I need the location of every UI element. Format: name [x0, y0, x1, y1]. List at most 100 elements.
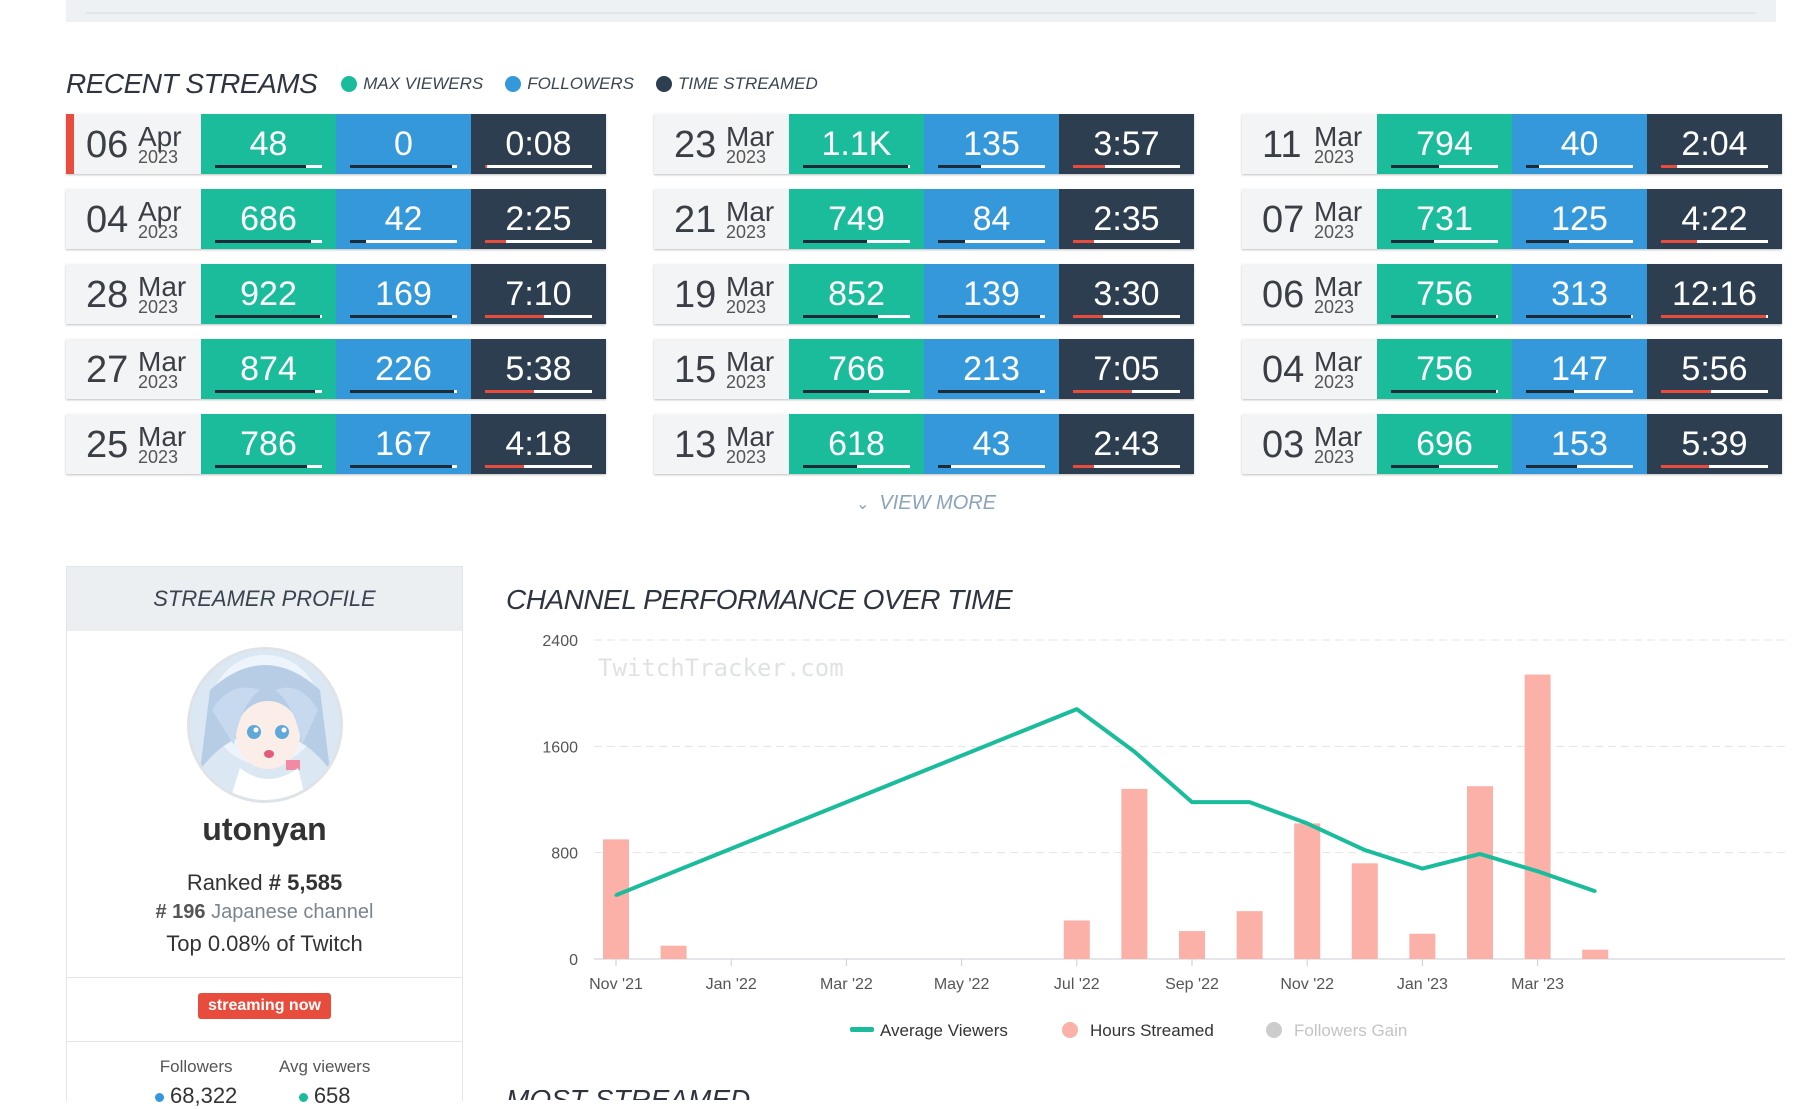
- max-viewers-bar: [215, 315, 322, 318]
- max-viewers-bar-fill: [215, 390, 315, 393]
- max-viewers-bar-fill: [1391, 465, 1440, 468]
- stream-date: 06 Mar 2023: [1242, 264, 1377, 324]
- chevron-down-icon: ⌄: [856, 495, 870, 513]
- time-streamed-value: 5:56: [1681, 350, 1748, 388]
- stream-card[interactable]: 04 Apr 2023 686 42 2:25: [66, 189, 606, 249]
- followers-bar-fill: [938, 390, 1040, 393]
- max-viewers-bar: [803, 165, 910, 168]
- followers-bar: [350, 465, 457, 468]
- time-streamed-value: 2:04: [1681, 125, 1748, 163]
- time-streamed-dot-icon: [655, 76, 672, 92]
- time-streamed-cell: 0:08: [471, 114, 606, 174]
- max-viewers-bar: [1391, 465, 1498, 468]
- max-viewers-value: 874: [240, 350, 297, 388]
- followers-cell: 226: [336, 339, 471, 399]
- hours-streamed-bar: [1467, 786, 1493, 959]
- time-streamed-bar-fill: [1073, 165, 1106, 168]
- followers-bar: [350, 165, 457, 168]
- max-viewers-bar: [215, 390, 322, 393]
- time-streamed-bar-fill: [1073, 240, 1095, 243]
- avatar[interactable]: [187, 647, 343, 803]
- time-streamed-bar-fill: [1661, 315, 1766, 318]
- followers-value: 167: [375, 425, 432, 463]
- max-viewers-cell: 766: [789, 339, 924, 399]
- stream-card[interactable]: 21 Mar 2023 749 84 2:35: [654, 189, 1194, 249]
- max-viewers-bar-fill: [215, 240, 312, 243]
- stream-date: 06 Apr 2023: [66, 114, 201, 174]
- stream-card[interactable]: 15 Mar 2023 766 213 7:05: [654, 339, 1194, 399]
- country-rank[interactable]: # 196 Japanese channel: [67, 901, 462, 924]
- average-viewers-point: [1248, 800, 1252, 804]
- chart-legend[interactable]: Average Viewers Hours Streamed Followers G…: [850, 1021, 1407, 1040]
- stream-card[interactable]: 27 Mar 2023 874 226 5:38: [66, 339, 606, 399]
- stream-month: Mar: [1314, 121, 1363, 152]
- stream-month: Mar: [726, 421, 775, 452]
- streamer-name[interactable]: utonyan: [202, 811, 327, 847]
- max-viewers-bar: [215, 165, 322, 168]
- recent-streams-title: RECENT STREAMS: [66, 68, 318, 99]
- stream-card[interactable]: 04 Mar 2023 756 147 5:56: [1242, 339, 1782, 399]
- time-streamed-bar: [485, 240, 592, 243]
- y-tick-label: 0: [569, 952, 578, 969]
- max-viewers-value: 786: [240, 425, 297, 463]
- followers-bar-fill: [1526, 465, 1578, 468]
- recent-streams-header: RECENT STREAMS MAX VIEWERS FOLLOWERS TIM…: [66, 66, 840, 102]
- time-streamed-bar-fill: [1661, 165, 1678, 168]
- max-viewers-bar-fill: [1391, 240, 1434, 243]
- stream-card[interactable]: 13 Mar 2023 618 43 2:43: [654, 414, 1194, 474]
- followers-bar-fill: [350, 240, 367, 243]
- time-streamed-bar-fill: [1073, 465, 1095, 468]
- stream-card[interactable]: 23 Mar 2023 1.1K 135 3:57: [654, 114, 1194, 174]
- followers-bar-fill: [350, 165, 452, 168]
- time-streamed-bar-fill: [485, 240, 507, 243]
- view-more-link[interactable]: ⌄ VIEW MORE: [856, 492, 996, 515]
- max-viewers-bar: [215, 465, 322, 468]
- followers-value: 226: [375, 350, 432, 388]
- time-streamed-cell: 2:25: [471, 189, 606, 249]
- time-streamed-bar-fill: [485, 165, 488, 168]
- stream-date: 11 Mar 2023: [1242, 114, 1377, 174]
- divider: [67, 977, 462, 978]
- stream-card[interactable]: 19 Mar 2023 852 139 3:30: [654, 264, 1194, 324]
- followers-cell: 139: [924, 264, 1059, 324]
- stream-date: 21 Mar 2023: [654, 189, 789, 249]
- stream-card[interactable]: 07 Mar 2023 731 125 4:22: [1242, 189, 1782, 249]
- legend-label: Followers Gain: [1294, 1021, 1407, 1040]
- followers-bar-fill: [1526, 315, 1631, 318]
- time-streamed-bar: [485, 165, 592, 168]
- time-streamed-cell: 7:10: [471, 264, 606, 324]
- stream-year: 2023: [726, 222, 767, 242]
- stream-month: Mar: [726, 346, 775, 377]
- stream-card[interactable]: 06 Mar 2023 756 313 12:16: [1242, 264, 1782, 324]
- max-viewers-bar-fill: [803, 165, 908, 168]
- country-rank-value: # 196: [155, 901, 206, 923]
- stream-card[interactable]: 25 Mar 2023 786 167 4:18: [66, 414, 606, 474]
- hours-streamed-bar: [1063, 920, 1090, 959]
- followers-cell: 169: [336, 264, 471, 324]
- legend-line-icon: [850, 1027, 874, 1032]
- max-viewers-cell: 794: [1377, 114, 1512, 174]
- channel-performance-title: CHANNEL PERFORMANCE OVER TIME: [506, 584, 1013, 615]
- followers-bar-fill: [350, 390, 454, 393]
- stream-card[interactable]: 11 Mar 2023 794 40 2:04: [1242, 114, 1782, 174]
- time-streamed-value: 3:57: [1093, 125, 1160, 163]
- legend-label: Hours Streamed: [1090, 1021, 1214, 1040]
- rank-value: # 5,585: [268, 870, 343, 895]
- time-streamed-cell: 4:18: [471, 414, 606, 474]
- stream-date: 25 Mar 2023: [66, 414, 201, 474]
- x-tick-label: Jan '22: [706, 976, 757, 993]
- average-viewers-point: [1190, 800, 1194, 804]
- stream-card[interactable]: 03 Mar 2023 696 153 5:39: [1242, 414, 1782, 474]
- time-streamed-bar-fill: [1661, 390, 1712, 393]
- time-streamed-bar: [1661, 315, 1768, 318]
- stream-card[interactable]: 06 Apr 2023 48 0 0:08: [66, 114, 606, 174]
- time-streamed-value: 7:10: [505, 275, 572, 313]
- followers-bar: [1526, 465, 1633, 468]
- streaming-now-badge[interactable]: streaming now: [198, 993, 331, 1019]
- stream-card[interactable]: 28 Mar 2023 922 169 7:10: [66, 264, 606, 324]
- avg-viewers-value: 658: [313, 1083, 351, 1108]
- stream-month: Mar: [138, 271, 187, 302]
- legend-label: Average Viewers: [880, 1021, 1008, 1040]
- time-streamed-cell: 7:05: [1059, 339, 1194, 399]
- max-viewers-dot-icon: [341, 76, 358, 92]
